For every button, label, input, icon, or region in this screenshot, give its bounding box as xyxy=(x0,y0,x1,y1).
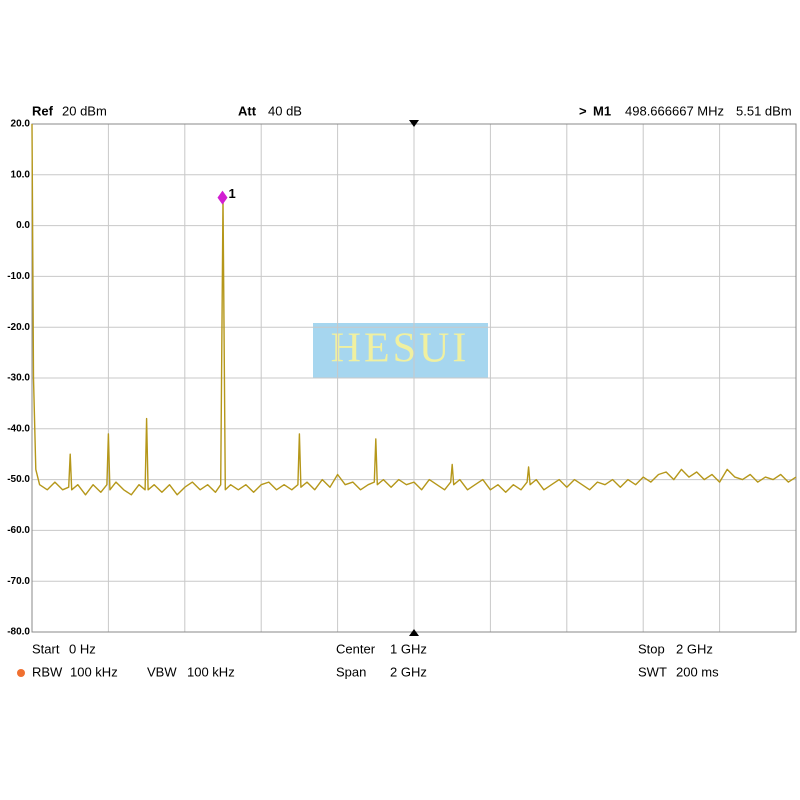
setting-label: VBW xyxy=(147,664,177,679)
setting-value: 20 dBm xyxy=(62,103,107,118)
setting-value: 200 ms xyxy=(676,664,719,679)
setting-label: Span xyxy=(336,664,366,679)
marker-label: 1 xyxy=(228,186,235,201)
setting-value: 40 dB xyxy=(268,103,302,118)
status-icon xyxy=(17,669,25,677)
y-tick-label: -70.0 xyxy=(7,576,30,587)
marker-readout: 498.666667 MHz xyxy=(625,103,724,118)
setting-value: 100 kHz xyxy=(70,664,118,679)
y-tick-label: -50.0 xyxy=(7,474,30,485)
watermark-box xyxy=(313,323,488,378)
marker-readout: > xyxy=(579,103,587,118)
y-tick-label: -60.0 xyxy=(7,525,30,536)
setting-label: SWT xyxy=(638,664,667,679)
setting-value: 2 GHz xyxy=(676,641,713,656)
y-tick-label: -30.0 xyxy=(7,373,30,384)
center-marker-top xyxy=(409,120,419,127)
trace xyxy=(31,123,797,496)
setting-value: 0 Hz xyxy=(69,641,96,656)
marker-diamond xyxy=(217,190,228,205)
watermark: HESUI xyxy=(331,326,470,372)
y-tick-label: 0.0 xyxy=(16,220,30,231)
setting-value: 2 GHz xyxy=(390,664,427,679)
setting-label: Start xyxy=(32,641,60,656)
y-tick-label: -10.0 xyxy=(7,271,30,282)
marker-readout: 5.51 dBm xyxy=(736,103,792,118)
setting-label: Stop xyxy=(638,641,665,656)
center-marker-bottom xyxy=(409,629,419,636)
setting-value: 100 kHz xyxy=(187,664,235,679)
setting-label: Att xyxy=(238,103,257,118)
y-tick-label: -80.0 xyxy=(7,627,30,638)
setting-label: Ref xyxy=(32,103,54,118)
marker-readout: M1 xyxy=(593,103,611,118)
y-tick-label: 10.0 xyxy=(11,169,31,180)
setting-label: Center xyxy=(336,641,376,656)
y-tick-label: 20.0 xyxy=(11,119,31,130)
y-tick-label: -20.0 xyxy=(7,322,30,333)
setting-label: RBW xyxy=(32,664,63,679)
y-tick-label: -40.0 xyxy=(7,423,30,434)
setting-value: 1 GHz xyxy=(390,641,427,656)
